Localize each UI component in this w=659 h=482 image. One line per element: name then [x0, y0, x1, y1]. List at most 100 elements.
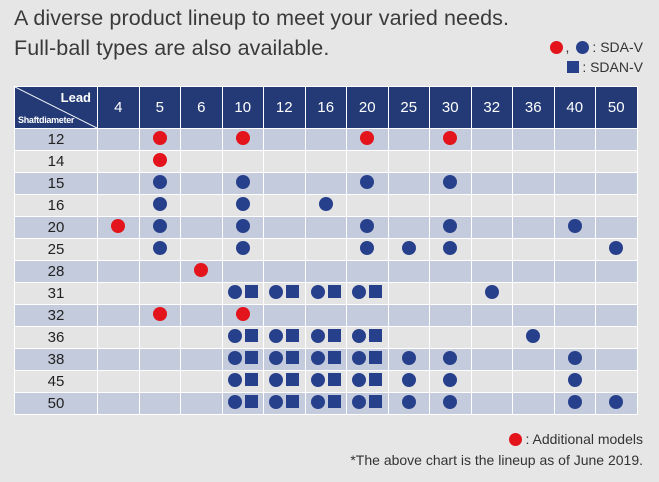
lineup-cell [180, 194, 223, 217]
table-row: 32 [14, 304, 638, 327]
lineup-cell [512, 326, 555, 349]
lineup-cell [429, 282, 472, 305]
lineup-cell [346, 172, 389, 195]
lineup-cell [97, 282, 140, 305]
lineup-cell [553, 150, 596, 173]
cell-markers [443, 350, 458, 365]
red-circle-icon [152, 152, 167, 167]
blue-circle-icon [269, 328, 284, 343]
lineup-cell [97, 370, 140, 393]
lineup-cell [387, 194, 430, 217]
table-row: 36 [14, 326, 638, 349]
cell-markers [227, 328, 258, 343]
red-circle-icon [111, 218, 126, 233]
lineup-cell [97, 238, 140, 261]
shaft-diameter-cell: 38 [14, 348, 98, 371]
lineup-cell [180, 172, 223, 195]
lineup-cell [387, 238, 430, 261]
lineup-cell [470, 282, 513, 305]
blue-square-icon [244, 373, 258, 386]
lineup-cell [304, 282, 347, 305]
blue-circle-icon [235, 218, 250, 233]
blue-circle-icon [484, 284, 499, 299]
lineup-cell [97, 260, 140, 283]
lineup-cell [138, 194, 181, 217]
cell-markers [269, 350, 300, 365]
lineup-cell [138, 216, 181, 239]
headline-line2: Full-ball types are also available. [14, 36, 330, 60]
blue-circle-icon [318, 196, 333, 211]
lineup-cell [180, 326, 223, 349]
lineup-cell [512, 150, 555, 173]
lineup-cell [263, 172, 306, 195]
lineup-cell [97, 392, 140, 415]
blue-circle-icon [567, 350, 582, 365]
cell-markers [269, 328, 300, 343]
lineup-cell [263, 216, 306, 239]
lineup-cell [138, 348, 181, 371]
table-row: 15 [14, 172, 638, 195]
lineup-cell [304, 304, 347, 327]
cell-markers [269, 284, 300, 299]
shaft-diameter-cell: 45 [14, 370, 98, 393]
lineup-cell [595, 172, 638, 195]
lineup-cell [97, 194, 140, 217]
blue-circle-icon [609, 240, 624, 255]
cell-markers [443, 130, 458, 145]
lineup-cell [346, 348, 389, 371]
lineup-cell [263, 128, 306, 151]
cell-markers [152, 240, 167, 255]
table-row: 20 [14, 216, 638, 239]
lineup-cell [387, 326, 430, 349]
lineup-cell [387, 128, 430, 151]
blue-circle-icon [269, 350, 284, 365]
blue-circle-icon [152, 174, 167, 189]
lineup-cell [304, 238, 347, 261]
lineup-cell [387, 392, 430, 415]
table-row: 14 [14, 150, 638, 173]
cell-markers [609, 394, 624, 409]
lineup-cell [346, 216, 389, 239]
lead-header-row: Lead Shaftdiameter 4 5 6 10 12 16 20 25 30 32 36 40… [14, 86, 638, 129]
cell-markers [401, 372, 416, 387]
lineup-cell [97, 150, 140, 173]
lead-header-20: 20 [346, 86, 389, 129]
corner-header: Lead Shaftdiameter [14, 86, 98, 129]
blue-circle-icon [443, 240, 458, 255]
blue-circle-icon [310, 328, 325, 343]
lineup-cell [553, 304, 596, 327]
blue-square-icon [369, 373, 383, 386]
lineup-cell [138, 304, 181, 327]
lineup-cell [346, 282, 389, 305]
lineup-cell [346, 150, 389, 173]
blue-circle-icon [310, 394, 325, 409]
cell-markers [310, 284, 341, 299]
lineup-cell [387, 216, 430, 239]
lineup-cell [595, 128, 638, 151]
lead-header-25: 25 [387, 86, 430, 129]
blue-circle-icon [401, 394, 416, 409]
lineup-cell [512, 172, 555, 195]
cell-markers [235, 130, 250, 145]
cell-markers [310, 350, 341, 365]
lead-header-40: 40 [553, 86, 596, 129]
cell-markers [484, 284, 499, 299]
blue-circle-icon [360, 174, 375, 189]
lineup-cell [346, 326, 389, 349]
blue-square-icon [286, 351, 300, 364]
corner-lead-label: Lead [60, 90, 91, 105]
lineup-cell [470, 348, 513, 371]
cell-markers [111, 218, 126, 233]
red-circle-icon [443, 130, 458, 145]
cell-markers [360, 240, 375, 255]
shaft-diameter-cell: 15 [14, 172, 98, 195]
cell-markers [152, 130, 167, 145]
red-circle-icon [549, 40, 563, 54]
lead-header-50: 50 [595, 86, 638, 129]
lineup-cell [180, 216, 223, 239]
blue-circle-icon [310, 372, 325, 387]
lineup-cell [180, 128, 223, 151]
blue-circle-icon [443, 350, 458, 365]
blue-circle-icon [235, 196, 250, 211]
blue-square-icon [369, 395, 383, 408]
